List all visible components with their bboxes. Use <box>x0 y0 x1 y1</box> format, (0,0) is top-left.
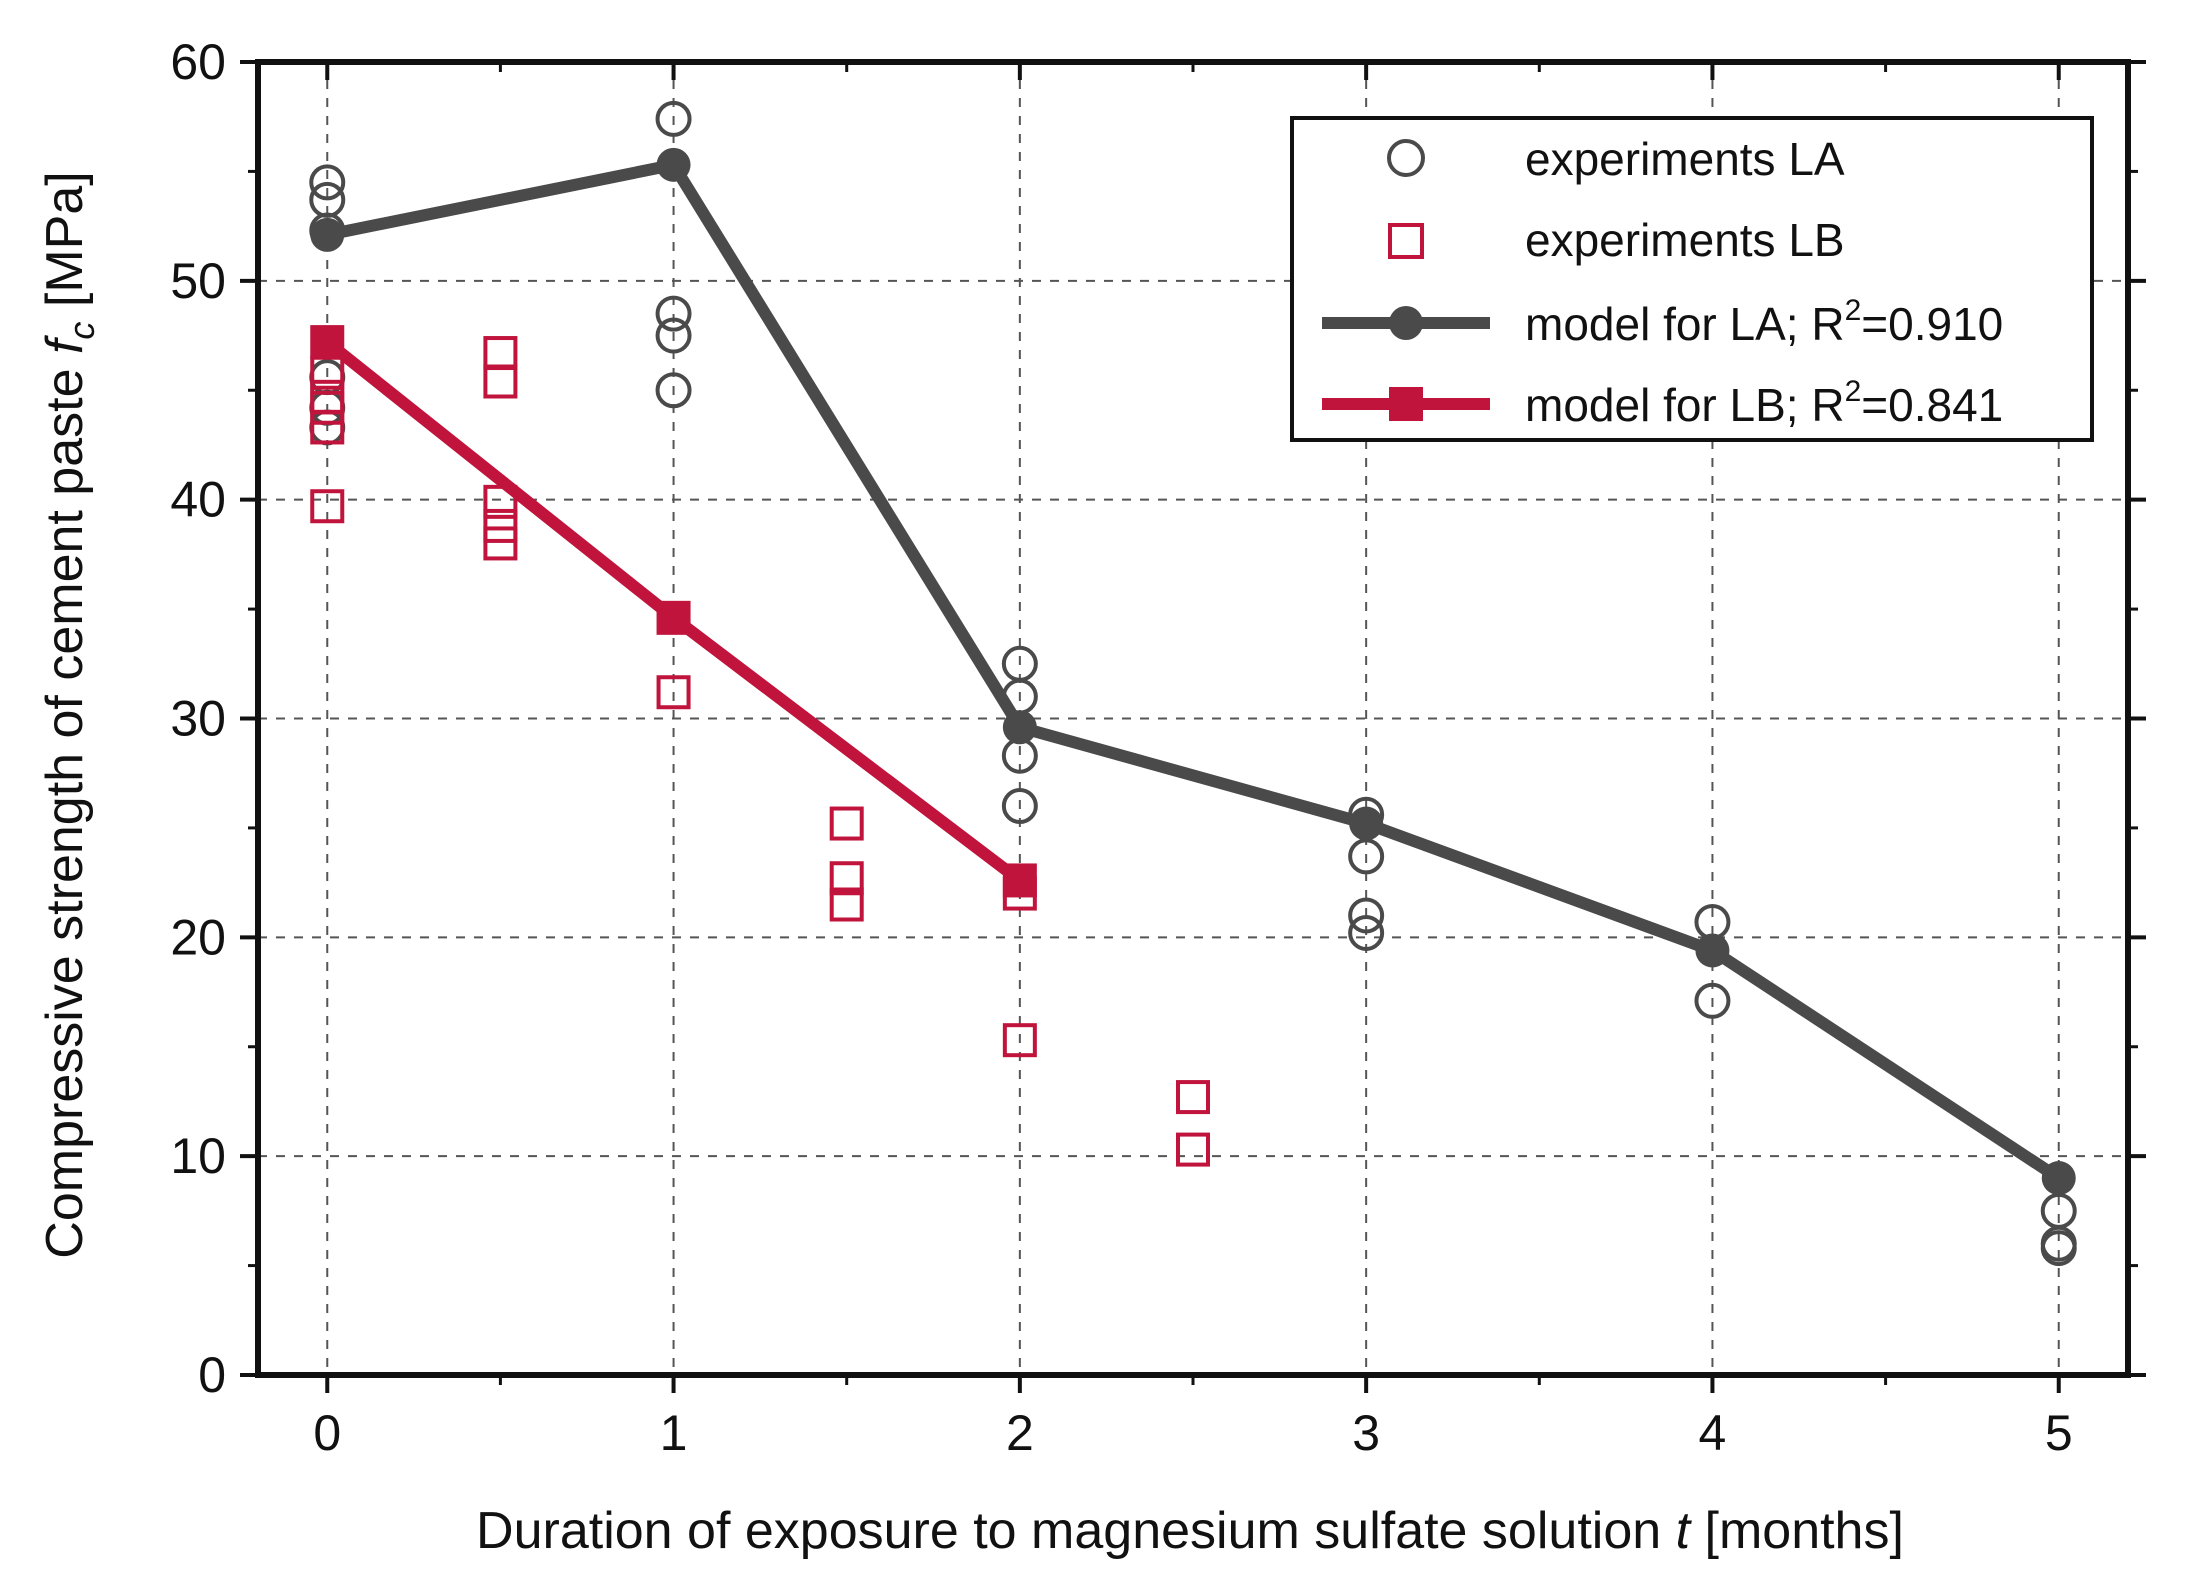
scatter-point-lb <box>656 675 691 710</box>
scatter-point-la <box>655 295 692 332</box>
scatter-point-lb <box>483 484 518 519</box>
scatter-point-lb <box>829 887 864 922</box>
x-axis-label: Duration of exposure to magnesium sulfat… <box>476 1502 1904 1560</box>
scatter-point-la <box>2040 1230 2077 1267</box>
scatter-point-lb <box>483 526 518 561</box>
model-point-la <box>656 147 691 182</box>
x-tick-label: 3 <box>1352 1405 1380 1461</box>
scatter-point-lb <box>310 410 345 445</box>
scatter-point-la <box>655 372 692 409</box>
model-point-lb <box>310 325 345 360</box>
plot-frame <box>255 59 2131 1378</box>
y-tick-label: 20 <box>170 909 226 965</box>
y-tick-label: 0 <box>198 1347 226 1403</box>
y-tick-label: 40 <box>170 472 226 528</box>
scatter-point-lb <box>829 861 864 896</box>
x-tick-label: 5 <box>2045 1405 2073 1461</box>
series-line-2 <box>326 158 2063 1184</box>
scatter-point-lb <box>483 508 518 543</box>
scatter-point-la <box>309 164 346 201</box>
legend-circle-marker <box>1387 139 1425 177</box>
legend-box <box>1290 116 2094 442</box>
x-tick-labels: 0 1 2 3 4 5 <box>313 1405 2072 1461</box>
data-points <box>309 100 2077 1267</box>
legend-filled-circle-marker <box>1389 306 1423 340</box>
scatter-point-lb <box>1002 1023 1037 1058</box>
y-tick-label: 50 <box>170 253 226 309</box>
model-point-la <box>2041 1161 2076 1196</box>
scatter-point-lb <box>310 390 345 425</box>
scatter-point-la <box>655 317 692 354</box>
y-tick-label: 30 <box>170 691 226 747</box>
model-point-la <box>1349 806 1384 841</box>
model-point-la <box>1002 710 1037 745</box>
legend-square-marker <box>1388 223 1424 259</box>
model-point-la <box>310 217 345 252</box>
scatter-point-lb <box>483 364 518 399</box>
y-tick-labels: 0 10 20 30 40 50 60 <box>170 34 226 1403</box>
x-tick-label: 4 <box>1699 1405 1727 1461</box>
y-tick-label: 10 <box>170 1128 226 1184</box>
x-tick-label: 1 <box>660 1405 688 1461</box>
scatter-point-lb <box>829 806 864 841</box>
model-point-lb <box>1002 863 1037 898</box>
y-tick-label: 60 <box>170 34 226 90</box>
model-point-lb <box>656 600 691 635</box>
y-axis-label: Compressive strength of cement paste fc … <box>36 171 102 1258</box>
x-tick-label: 2 <box>1006 1405 1034 1461</box>
x-tick-label: 0 <box>313 1405 341 1461</box>
scatter-point-la <box>655 100 692 137</box>
scatter-point-la <box>1348 897 1385 934</box>
scatter-point-la <box>1694 982 1731 1019</box>
scatter-point-lb <box>483 336 518 371</box>
scatter-point-lb <box>310 489 345 524</box>
scatter-point-la <box>1001 788 1038 825</box>
legend: experiments LA experiments LB model for … <box>1290 116 2094 442</box>
legend-filled-square-marker <box>1389 387 1423 421</box>
scatter-point-lb <box>1176 1080 1210 1115</box>
scatter-point-la <box>1348 914 1385 951</box>
legend-label-model-lb: model for LB; R2=0.841 <box>1525 375 2003 431</box>
model-point-la <box>1695 933 1730 968</box>
legend-label-model-la: model for LA; R2=0.910 <box>1525 294 2003 350</box>
legend-label-experiments-lb: experiments LB <box>1525 214 1845 266</box>
scatter-point-lb <box>1176 1132 1210 1167</box>
legend-label-experiments-la: experiments LA <box>1525 133 1845 185</box>
